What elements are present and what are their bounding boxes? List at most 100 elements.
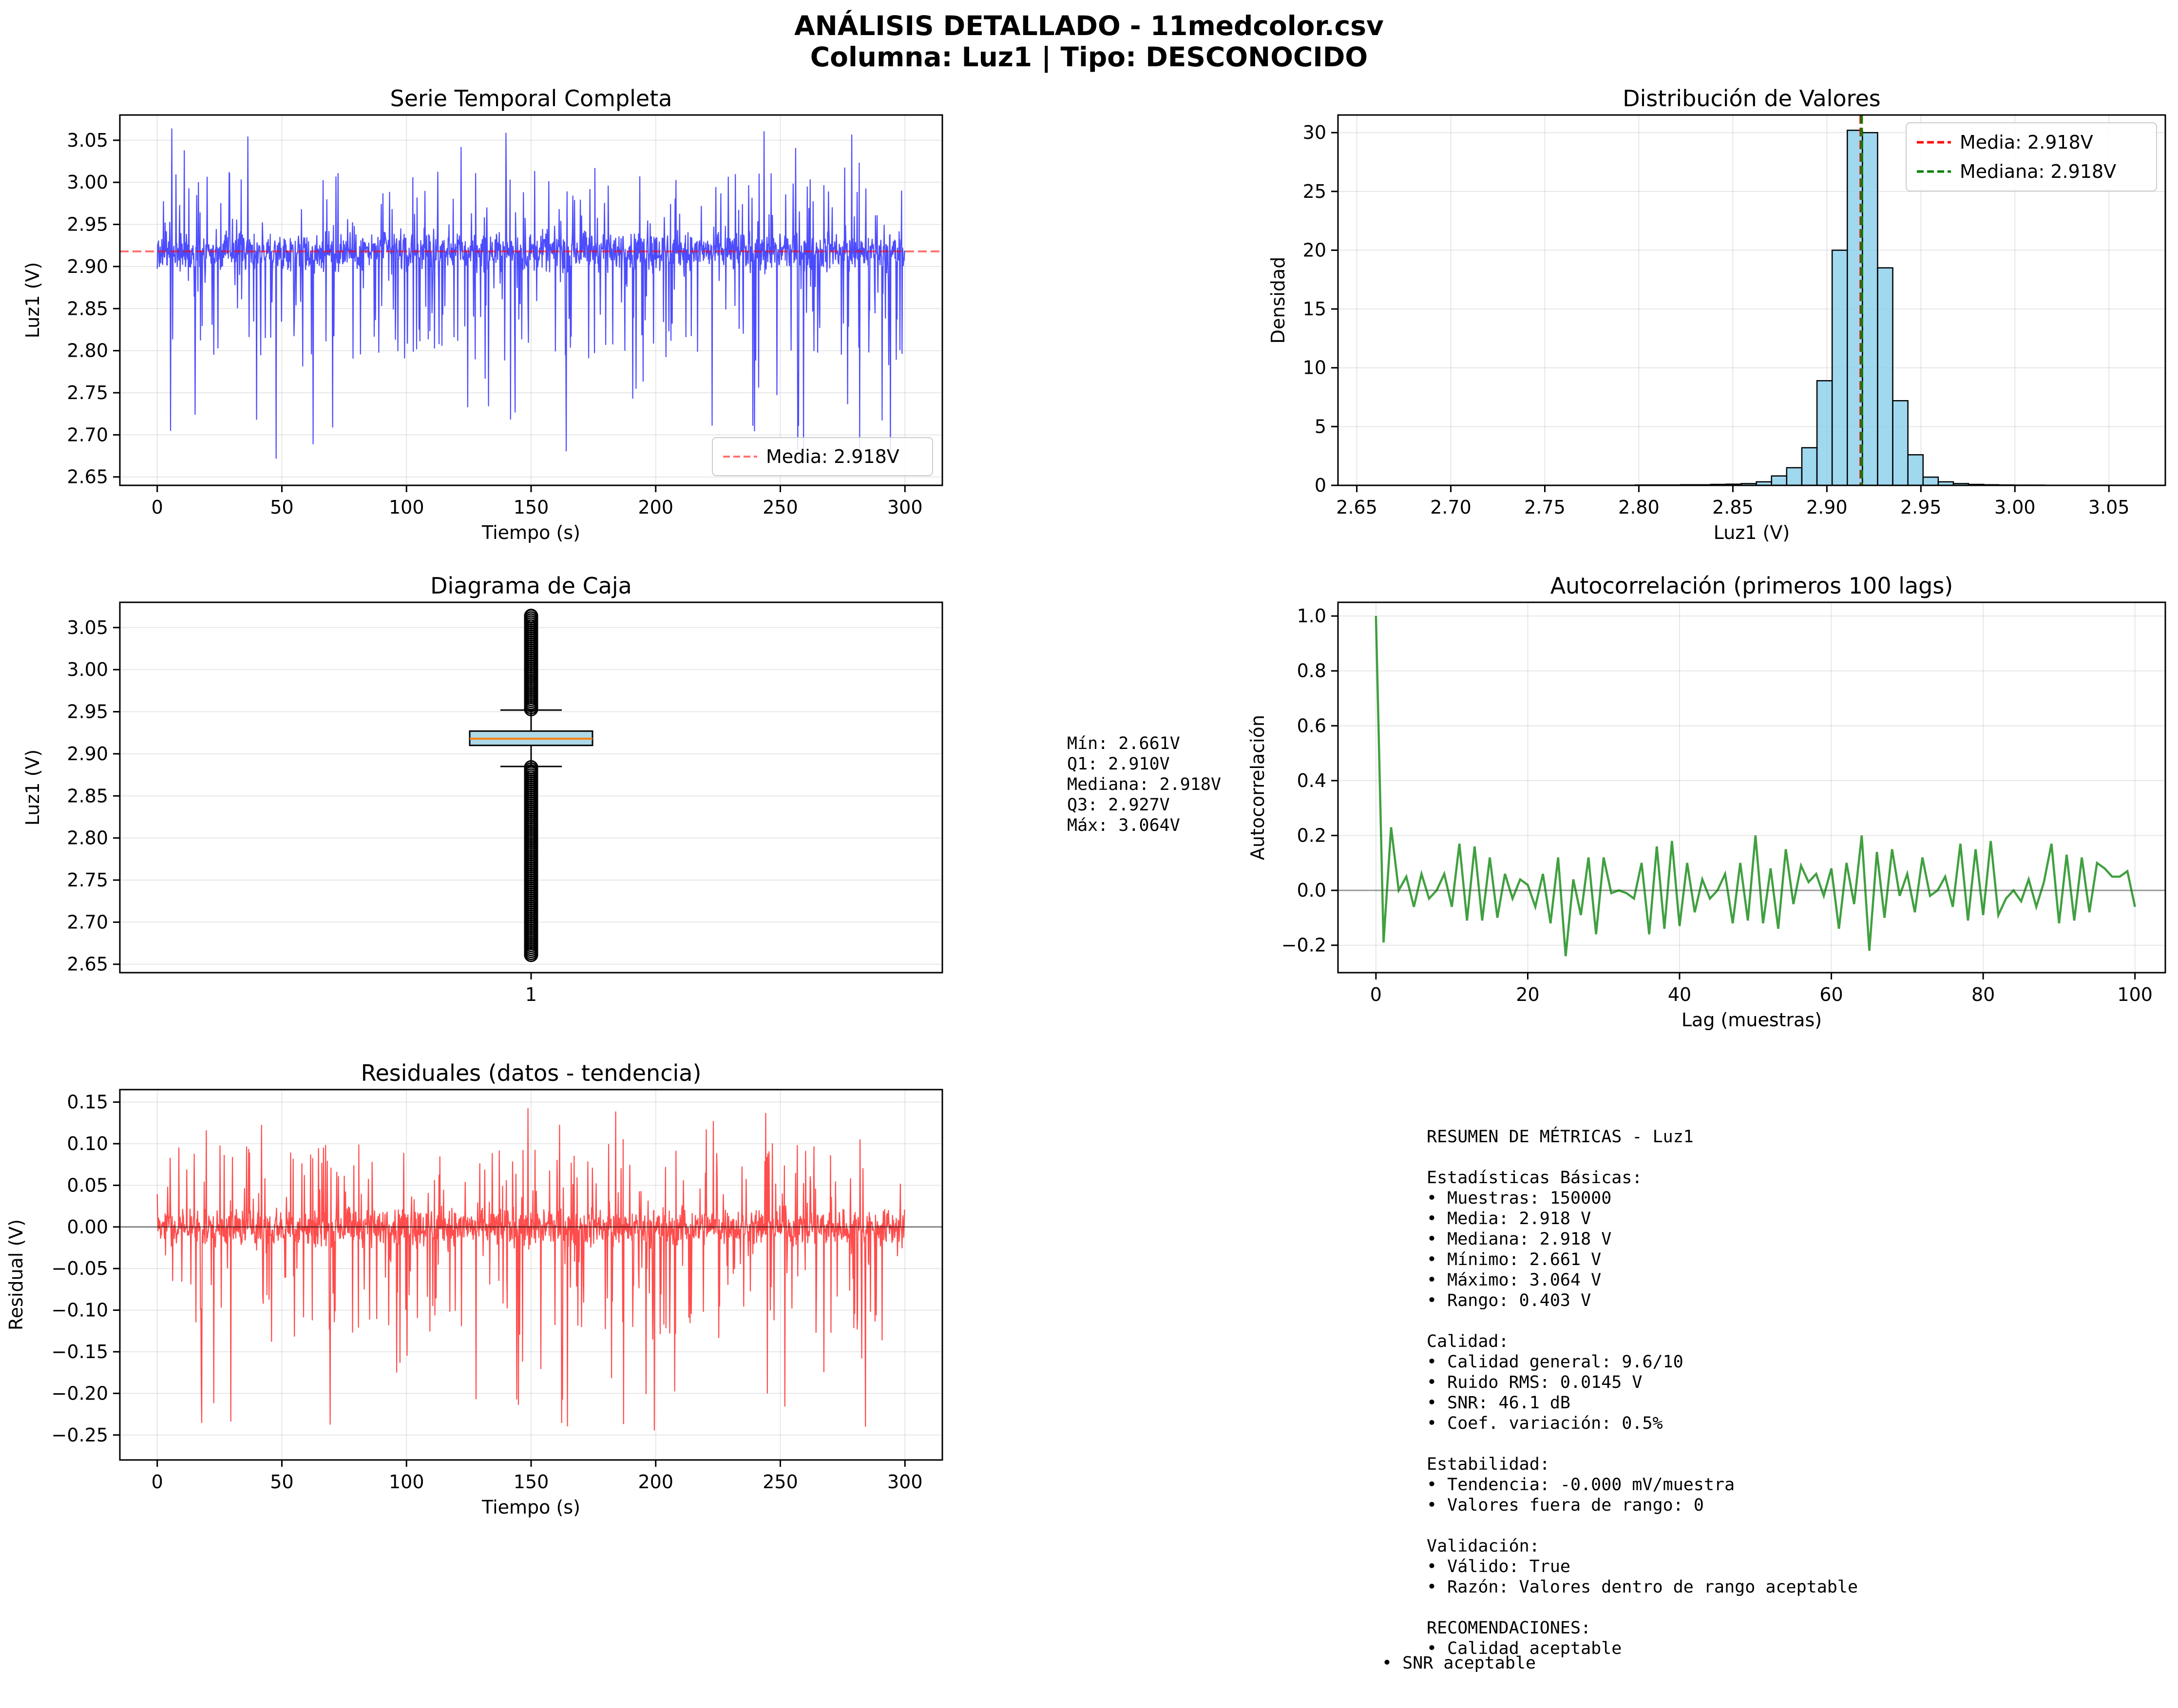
histogram-axes: 2.65 2.70 2.75 2.80 2.85 2.90 2.95 3.00 3.05 0 5 10… [1267, 85, 2166, 543]
legend-box [712, 437, 933, 476]
summary-line: • Válido: True [1427, 1557, 1571, 1576]
y-tick-label: −0.05 [52, 1258, 108, 1279]
x-tick-label: 300 [887, 497, 923, 518]
y-tick-label: 2.70 [67, 424, 108, 445]
x-tick-label: 40 [1668, 984, 1691, 1005]
summary-line: Calidad: [1427, 1332, 1509, 1351]
timeseries-axes: 0 50 100 150 200 250 300 2.65 2.70 2.75 2.80 2.85 2.… [22, 85, 943, 543]
plot-frame [119, 114, 943, 486]
summary-line: Estabilidad: [1427, 1455, 1550, 1474]
outlier-point [524, 948, 538, 962]
figure-title-line1: ANÁLISIS DETALLADO - 11medcolor.csv [794, 10, 1384, 41]
summary-line: RESUMEN DE MÉTRICAS - Luz1 [1427, 1127, 1694, 1147]
summary-line: • Máximo: 3.064 V [1427, 1270, 1602, 1290]
x-tick-label: 100 [2117, 984, 2153, 1005]
x-tick-label: 250 [763, 497, 798, 518]
summary-last-line: • SNR aceptable [1382, 1653, 1536, 1673]
y-tick-label: 0.8 [1297, 660, 1326, 682]
x-tick-label: 2.85 [1712, 497, 1754, 518]
y-tick-label: 2.75 [67, 869, 108, 891]
x-tick-label: 1 [525, 984, 537, 1005]
y-tick-label: 25 [1303, 181, 1326, 202]
y-tick-label: 2.80 [67, 340, 108, 362]
y-tick-label: −0.25 [52, 1424, 108, 1446]
y-axis-label: Luz1 (V) [22, 749, 43, 825]
x-tick-label: 2.95 [1900, 497, 1942, 518]
box-statistics-text: Mín: 2.661V Q1: 2.910V Mediana: 2.918V Q3: … [1067, 733, 1221, 836]
boxplot-axes: 1 2.65 2.70 2.75 2.80 2.85 2.90 2.95 3.00 3.05 Dia… [22, 573, 943, 1005]
y-tick-label: 0.2 [1297, 825, 1326, 846]
y-tick-label: −0.15 [52, 1341, 108, 1363]
summary-line [1427, 1597, 1858, 1618]
chart-title: Autocorrelación (primeros 100 lags) [1550, 573, 1953, 599]
histogram-bar [1831, 249, 1848, 486]
y-tick-label: 2.65 [67, 466, 108, 488]
x-tick-label: 2.80 [1618, 497, 1660, 518]
x-tick-label: 300 [887, 1471, 923, 1493]
y-axis-label: Luz1 (V) [22, 262, 43, 338]
x-tick-label: 2.65 [1336, 497, 1377, 518]
x-tick-label: 150 [514, 1471, 549, 1493]
y-tick-label: 3.00 [67, 172, 108, 193]
y-tick-label: 15 [1303, 298, 1326, 320]
y-tick-label: 2.95 [67, 701, 108, 723]
summary-line [1427, 1516, 1858, 1536]
y-tick-label: 0.15 [67, 1092, 108, 1113]
summary-line: • Mediana: 2.918 V [1427, 1229, 1612, 1249]
residual-series [156, 1108, 906, 1431]
x-tick-label: 0 [1370, 984, 1382, 1005]
summary-line: • Rango: 0.403 V [1427, 1291, 1591, 1310]
chart-title: Distribución de Valores [1623, 85, 1881, 112]
x-tick-label: 100 [389, 1471, 424, 1493]
autocorr-axes: 0 20 40 60 80 100 −0.2 0.0 0.2 0.4 0.6 0.8 1.0 Autoco… [1247, 573, 2166, 1031]
legend-label-mean: Media: 2.918V [766, 446, 899, 467]
plot-frame [119, 1089, 943, 1461]
stats-line: Mín: 2.661V [1067, 734, 1180, 753]
y-tick-label: 0.05 [67, 1174, 108, 1196]
y-tick-label: 1.0 [1297, 605, 1326, 627]
x-tick-label: 200 [638, 1471, 673, 1493]
x-tick-label: 20 [1516, 984, 1539, 1005]
x-tick-label: 80 [1971, 984, 1995, 1005]
y-tick-label: 0 [1315, 475, 1326, 496]
outlier-point [524, 609, 538, 623]
x-tick-label: 2.90 [1806, 497, 1848, 518]
y-axis-label: Residual (V) [5, 1219, 27, 1330]
legend-label-mean: Media: 2.918V [1960, 132, 2093, 153]
y-tick-label: 30 [1303, 122, 1326, 143]
y-tick-label: 2.95 [67, 214, 108, 235]
summary-line: RECOMENDACIONES: [1427, 1618, 1591, 1638]
summary-line: • Muestras: 150000 [1427, 1189, 1612, 1208]
y-tick-label: 2.75 [67, 382, 108, 403]
legend: Media: 2.918V [712, 437, 933, 476]
histogram-bar [1786, 467, 1803, 486]
y-tick-label: 2.70 [67, 911, 108, 933]
summary-line [1427, 1311, 1858, 1331]
summary-line: • Coef. variación: 0.5% [1427, 1414, 1663, 1433]
y-tick-label: −0.2 [1281, 935, 1326, 956]
y-tick-label: 2.85 [67, 298, 108, 319]
y-tick-label: 0.4 [1297, 770, 1326, 791]
legend-box [1906, 122, 2157, 192]
x-tick-label: 60 [1819, 984, 1843, 1005]
x-axis-label: Tiempo (s) [481, 1497, 580, 1518]
x-tick-label: 150 [514, 497, 549, 518]
y-tick-label: −0.20 [52, 1382, 108, 1404]
y-axis-label: Densidad [1267, 257, 1289, 344]
y-tick-label: 0.0 [1297, 880, 1326, 901]
histogram-bar [1892, 400, 1909, 486]
x-axis-label: Tiempo (s) [481, 522, 580, 543]
y-tick-label: 0.10 [67, 1133, 108, 1154]
x-tick-label: 2.70 [1430, 497, 1471, 518]
y-tick-label: 2.90 [67, 256, 108, 277]
stats-line: Q3: 2.927V [1067, 795, 1170, 815]
histogram-bar [1771, 475, 1788, 486]
y-axis-label: Autocorrelación [1247, 715, 1268, 860]
x-tick-label: 50 [270, 497, 293, 518]
summary-line [1427, 1434, 1858, 1454]
x-tick-label: 200 [638, 497, 673, 518]
y-tick-label: 10 [1303, 357, 1326, 379]
metrics-summary-text: RESUMEN DE MÉTRICAS - Luz1 Estadísticas … [1427, 1127, 1858, 1659]
x-tick-label: 0 [152, 1471, 163, 1493]
